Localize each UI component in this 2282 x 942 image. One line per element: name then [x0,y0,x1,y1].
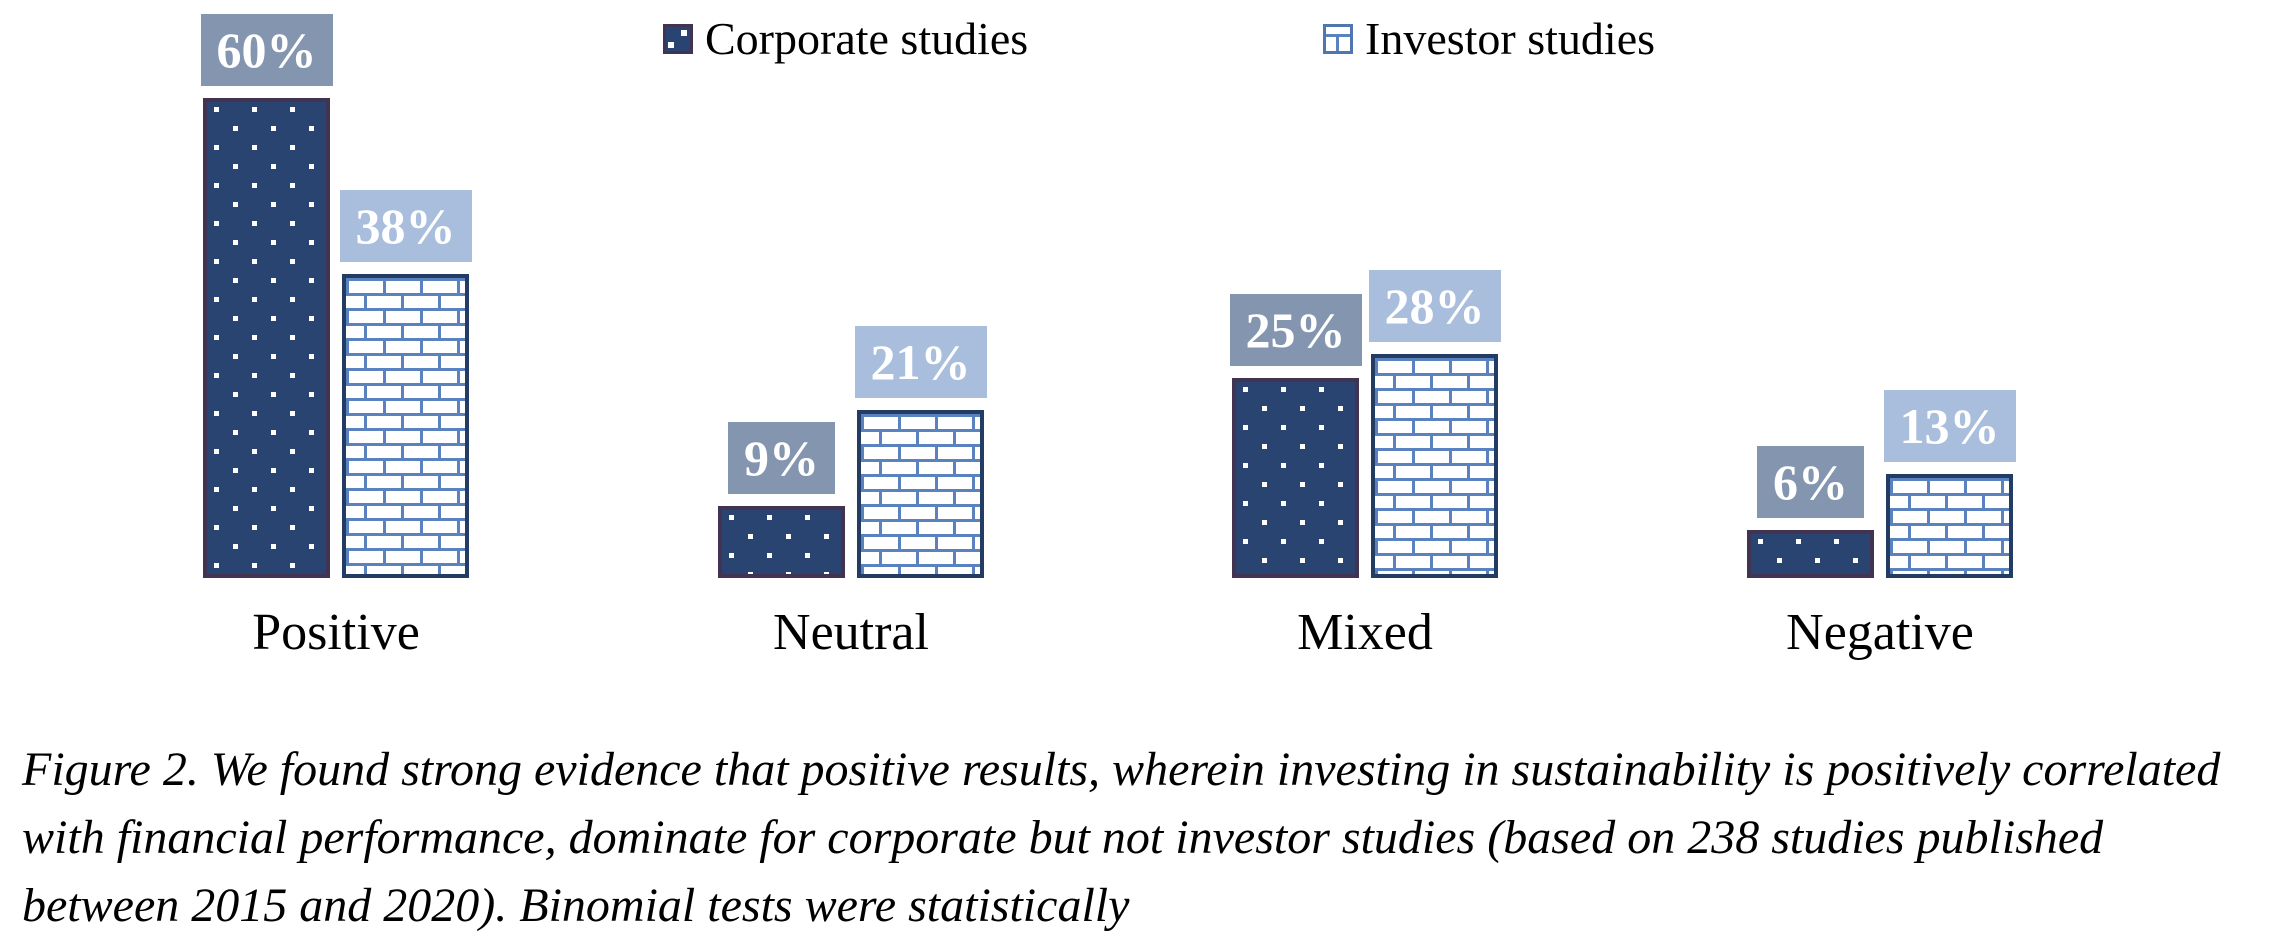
corporate-value-label: 6% [1757,446,1864,518]
corporate-column: 6% [1747,446,1874,578]
corporate-legend-swatch-icon [663,24,693,55]
corporate-bar [1747,530,1874,578]
category-label-neutral: Neutral [773,604,929,661]
corporate-column: 9% [718,422,845,578]
corporate-bar [1232,378,1359,578]
investor-value-label: 21% [854,326,987,398]
investor-column: 21% [854,326,987,578]
investor-value-label: 38% [339,190,472,262]
corporate-column: 25% [1229,294,1362,578]
investor-column: 38% [339,190,472,578]
investor-value-label: 28% [1368,270,1501,342]
bar-group-negative: 6% 13% [1747,0,2016,578]
figure-caption: Figure 2. We found strong evidence that … [22,743,2221,932]
investor-value-label: 13% [1883,390,2016,462]
legend-label-corporate: Corporate studies [705,13,1029,64]
corporate-value-label: 60% [200,14,333,86]
corporate-value-label: 25% [1229,294,1362,366]
investor-bar [1886,474,2013,578]
investor-bar [1371,354,1498,578]
bar-group-positive: 60% 38% [200,0,472,578]
investor-bar [342,274,469,578]
investor-column: 13% [1883,390,2016,578]
corporate-bar [718,506,845,578]
category-label-mixed: Mixed [1297,604,1433,661]
bar-chart: 60% 38% 9% 21% 25% 28% [200,0,2016,661]
corporate-bar [203,98,330,578]
investor-column: 28% [1368,270,1501,578]
bar-group-mixed: 25% 28% [1229,0,1501,578]
investor-bar [857,410,984,578]
bar-group-neutral: 9% 21% [718,0,987,578]
investor-legend-swatch-icon [1323,24,1353,55]
legend-item-investor: Investor studies [1323,13,1656,65]
category-label-positive: Positive [252,604,420,661]
corporate-value-label: 9% [728,422,835,494]
legend-item-corporate: Corporate studies [663,13,1029,65]
legend-label-investor: Investor studies [1365,13,1656,64]
corporate-column: 60% [200,14,333,578]
category-label-negative: Negative [1786,604,1974,661]
